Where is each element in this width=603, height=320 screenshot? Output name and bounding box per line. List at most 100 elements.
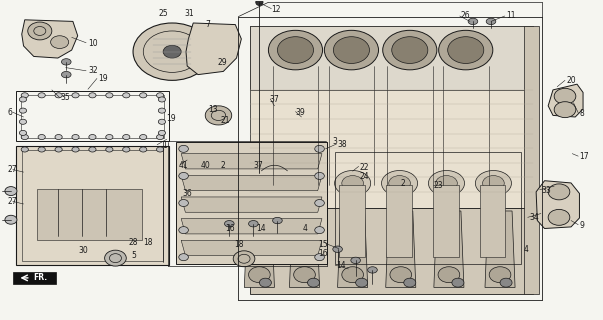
Text: 30: 30 bbox=[79, 246, 89, 255]
Ellipse shape bbox=[233, 251, 255, 267]
Text: 28: 28 bbox=[129, 238, 138, 247]
Ellipse shape bbox=[435, 176, 457, 191]
Text: 14: 14 bbox=[336, 261, 346, 270]
Ellipse shape bbox=[106, 147, 113, 152]
Text: 11: 11 bbox=[506, 11, 516, 20]
Ellipse shape bbox=[383, 30, 437, 70]
Ellipse shape bbox=[89, 134, 96, 140]
Ellipse shape bbox=[205, 106, 232, 125]
Ellipse shape bbox=[315, 254, 324, 261]
Ellipse shape bbox=[248, 267, 270, 283]
Polygon shape bbox=[485, 211, 515, 287]
Text: 39: 39 bbox=[295, 108, 305, 117]
Polygon shape bbox=[181, 154, 322, 169]
Ellipse shape bbox=[122, 147, 130, 152]
Text: 40: 40 bbox=[201, 161, 211, 170]
Text: 16: 16 bbox=[226, 224, 235, 233]
Polygon shape bbox=[244, 211, 274, 287]
Text: 20: 20 bbox=[566, 76, 576, 85]
Polygon shape bbox=[548, 84, 583, 117]
Text: 38: 38 bbox=[338, 140, 347, 149]
Ellipse shape bbox=[315, 172, 324, 180]
Ellipse shape bbox=[315, 227, 324, 234]
Ellipse shape bbox=[51, 36, 69, 49]
Ellipse shape bbox=[19, 97, 27, 102]
Text: 1: 1 bbox=[162, 141, 166, 150]
Ellipse shape bbox=[452, 278, 464, 287]
Text: 27: 27 bbox=[8, 165, 17, 174]
Ellipse shape bbox=[554, 102, 576, 118]
Polygon shape bbox=[181, 240, 322, 256]
Bar bbox=[387, 185, 412, 257]
Ellipse shape bbox=[489, 267, 511, 283]
Ellipse shape bbox=[122, 93, 130, 98]
Ellipse shape bbox=[19, 130, 27, 135]
Text: 41: 41 bbox=[178, 161, 188, 170]
Text: 8: 8 bbox=[579, 109, 584, 118]
Ellipse shape bbox=[72, 134, 79, 140]
Bar bbox=[433, 185, 458, 257]
Ellipse shape bbox=[368, 267, 377, 273]
Ellipse shape bbox=[429, 171, 464, 196]
Text: 19: 19 bbox=[98, 74, 108, 83]
Polygon shape bbox=[250, 26, 533, 90]
Text: 12: 12 bbox=[271, 5, 281, 14]
Text: 4: 4 bbox=[303, 224, 308, 233]
Text: 37: 37 bbox=[253, 161, 263, 170]
Ellipse shape bbox=[468, 18, 478, 25]
Polygon shape bbox=[338, 211, 368, 287]
Ellipse shape bbox=[21, 134, 28, 140]
Ellipse shape bbox=[392, 37, 428, 63]
Bar bbox=[21, 95, 165, 138]
Bar bbox=[16, 92, 169, 141]
Polygon shape bbox=[181, 219, 322, 234]
Text: 27: 27 bbox=[8, 197, 17, 206]
Text: 9: 9 bbox=[579, 221, 584, 230]
Ellipse shape bbox=[139, 93, 147, 98]
Text: 26: 26 bbox=[461, 11, 470, 20]
Ellipse shape bbox=[89, 93, 96, 98]
Ellipse shape bbox=[38, 134, 45, 140]
Text: 36: 36 bbox=[182, 189, 192, 198]
Ellipse shape bbox=[342, 267, 364, 283]
Ellipse shape bbox=[72, 147, 79, 152]
Ellipse shape bbox=[106, 93, 113, 98]
Ellipse shape bbox=[19, 108, 27, 113]
Ellipse shape bbox=[324, 30, 379, 70]
Ellipse shape bbox=[256, 0, 263, 5]
Polygon shape bbox=[289, 211, 320, 287]
Ellipse shape bbox=[159, 108, 166, 113]
Text: 25: 25 bbox=[159, 9, 168, 18]
Polygon shape bbox=[181, 175, 322, 191]
Ellipse shape bbox=[157, 147, 164, 152]
Text: 18: 18 bbox=[234, 240, 244, 249]
Polygon shape bbox=[536, 181, 579, 228]
Ellipse shape bbox=[178, 227, 188, 234]
Text: 16: 16 bbox=[318, 250, 327, 259]
Ellipse shape bbox=[315, 145, 324, 152]
Ellipse shape bbox=[159, 97, 166, 102]
Ellipse shape bbox=[55, 147, 62, 152]
Ellipse shape bbox=[139, 134, 147, 140]
Ellipse shape bbox=[139, 147, 147, 152]
Ellipse shape bbox=[342, 176, 364, 191]
Ellipse shape bbox=[333, 37, 370, 63]
Ellipse shape bbox=[178, 199, 188, 206]
Ellipse shape bbox=[554, 88, 576, 104]
Bar bbox=[335, 152, 521, 264]
Ellipse shape bbox=[21, 93, 28, 98]
Text: 31: 31 bbox=[184, 9, 194, 18]
Ellipse shape bbox=[294, 267, 315, 283]
Ellipse shape bbox=[248, 220, 258, 227]
Ellipse shape bbox=[548, 209, 570, 225]
Bar bbox=[16, 146, 169, 265]
Text: 34: 34 bbox=[529, 213, 538, 222]
Ellipse shape bbox=[133, 23, 211, 80]
Ellipse shape bbox=[106, 134, 113, 140]
Ellipse shape bbox=[438, 30, 493, 70]
Ellipse shape bbox=[28, 22, 52, 40]
Ellipse shape bbox=[163, 45, 181, 58]
Ellipse shape bbox=[351, 257, 361, 264]
Text: 13: 13 bbox=[208, 105, 218, 114]
Text: 3: 3 bbox=[333, 137, 338, 146]
